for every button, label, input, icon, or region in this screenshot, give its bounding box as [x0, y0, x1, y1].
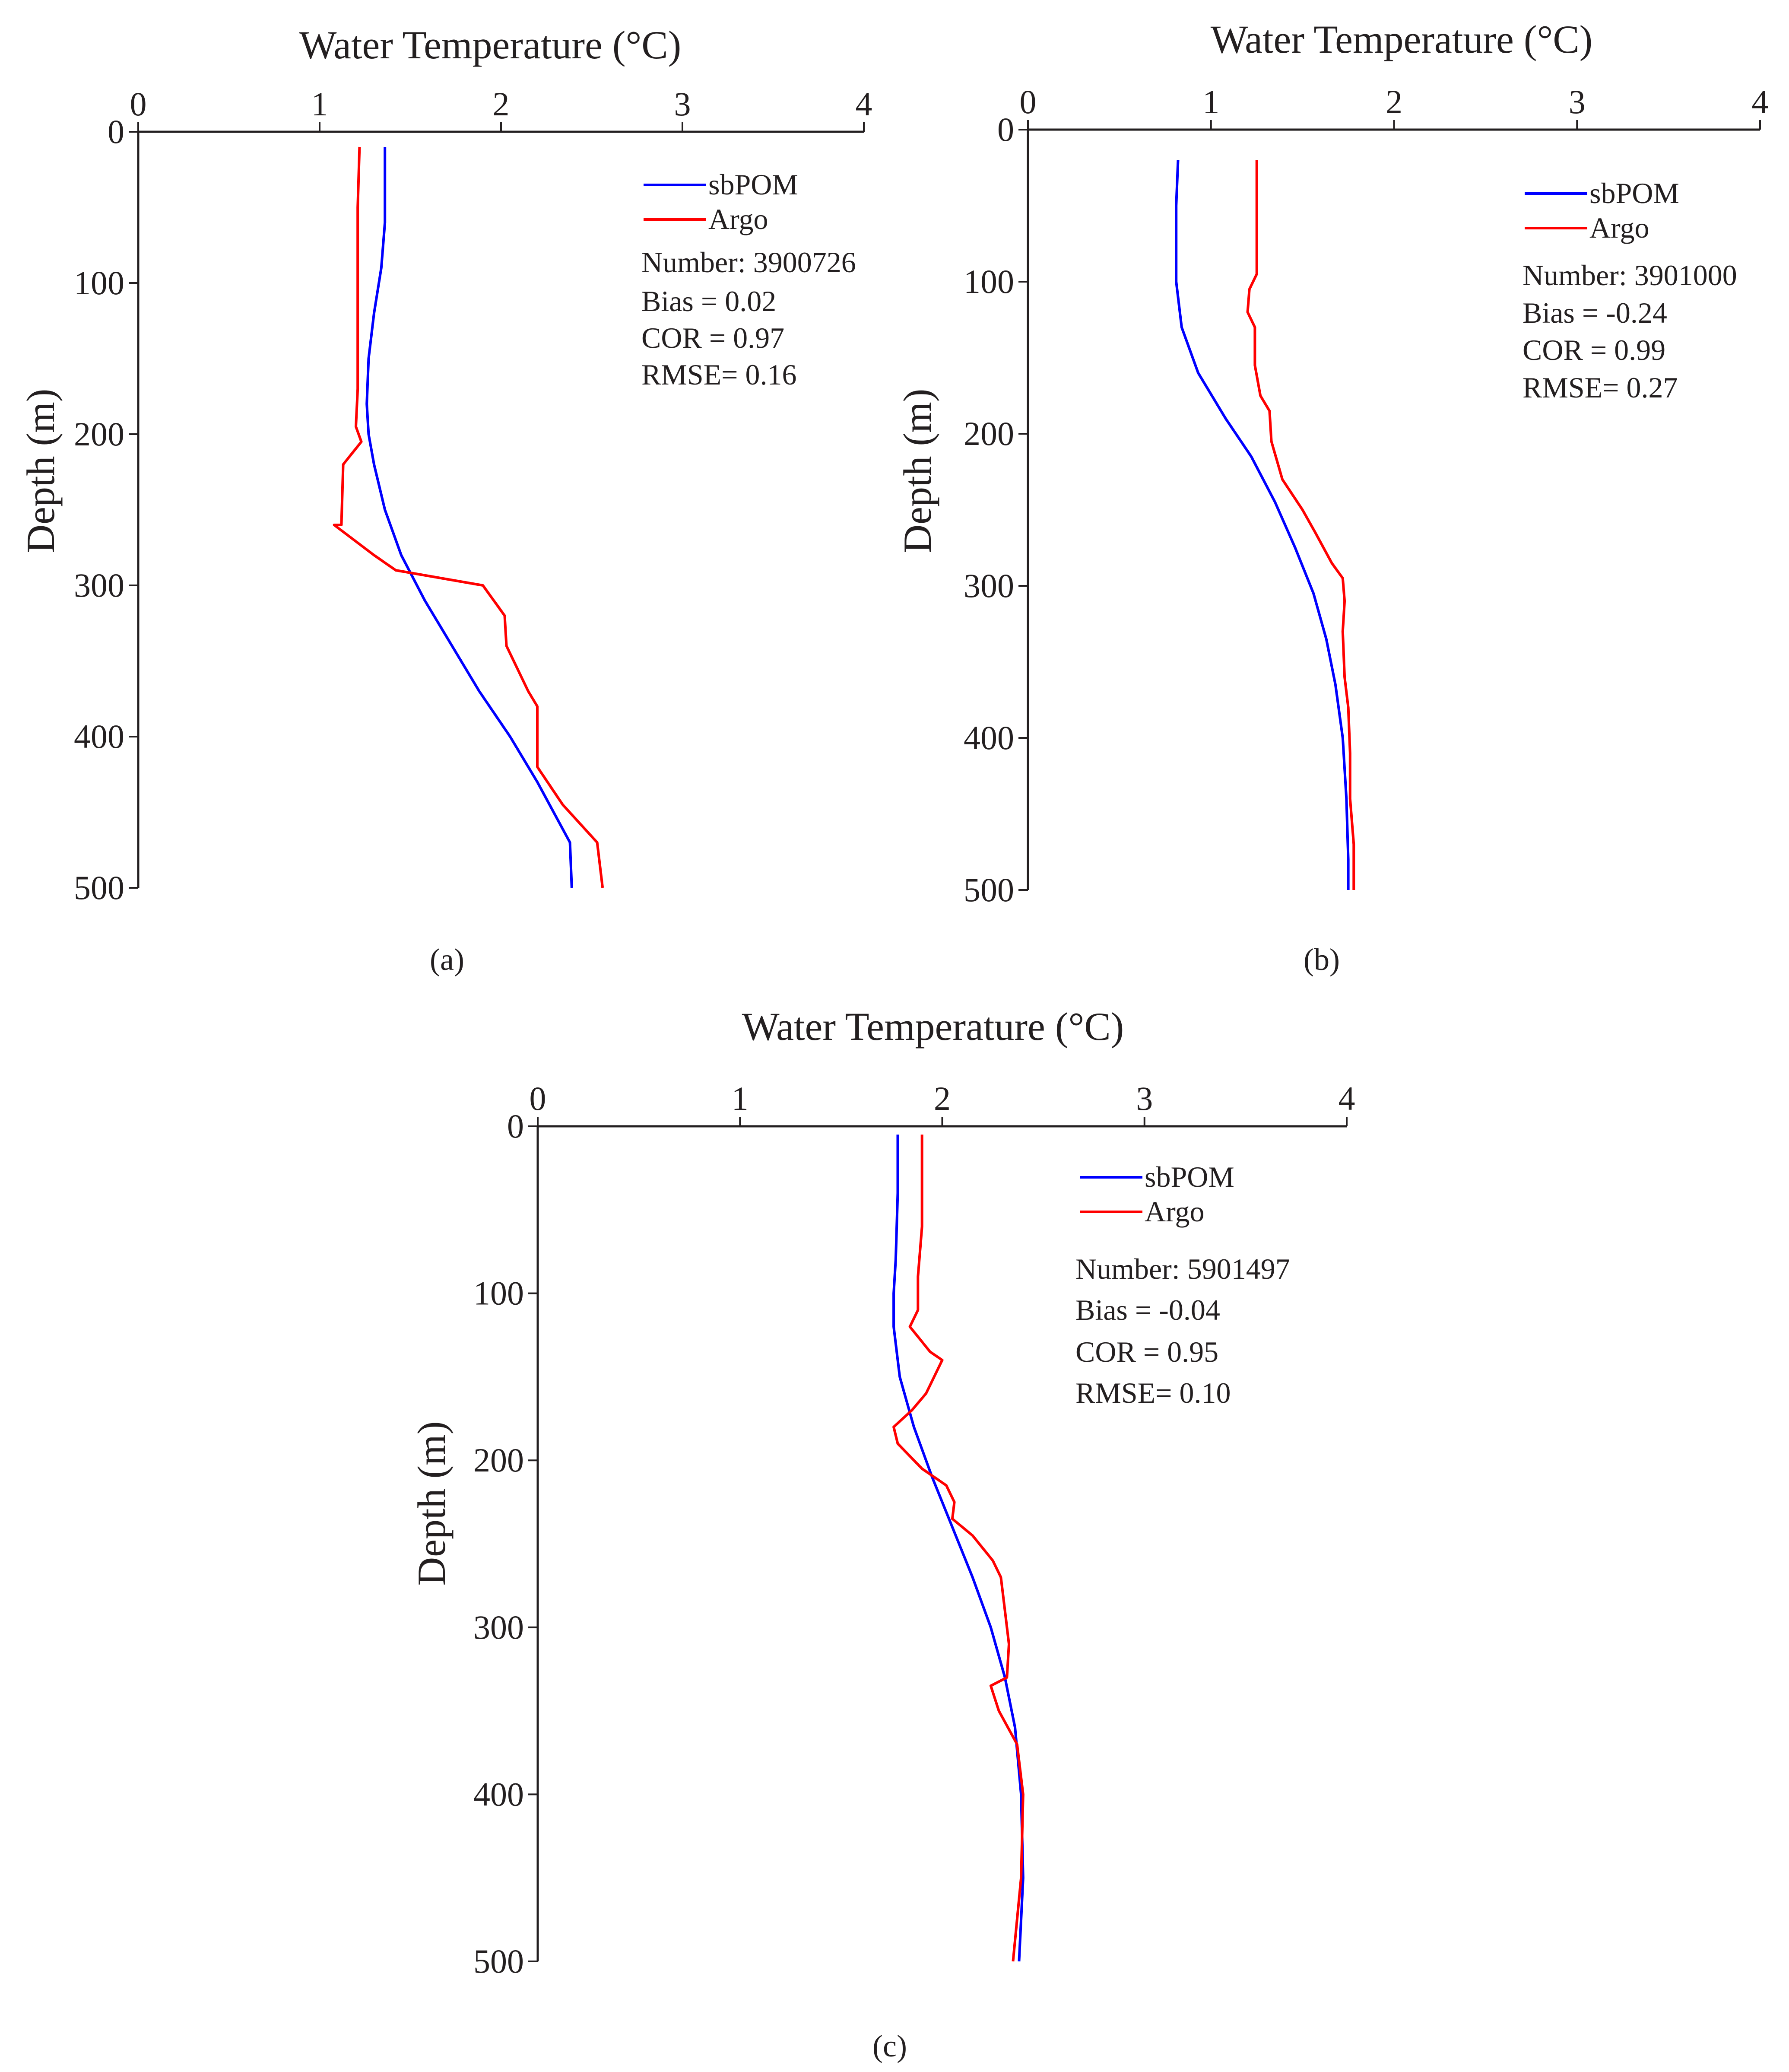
- legend-label-argo: Argo: [1145, 1195, 1205, 1228]
- x-axis-title: Water Temperature (°C): [742, 1004, 1124, 1049]
- y-axis-title: Depth (m): [895, 389, 939, 553]
- series-line-argo: [1246, 160, 1355, 890]
- legend-label-argo: Argo: [708, 203, 768, 235]
- y-tick-label: 400: [74, 718, 124, 755]
- x-tick-label: 0: [130, 85, 147, 123]
- x-tick-label: 1: [1202, 83, 1219, 121]
- stat-float-number: Number: 3901000: [1523, 259, 1737, 292]
- stat-bias: Bias = -0.04: [1075, 1293, 1220, 1326]
- x-axis-title: Water Temperature (°C): [299, 23, 682, 67]
- stat-float-number: Number: 3900726: [641, 246, 856, 279]
- series-line-argo: [892, 1135, 1025, 1962]
- legend-label-sbpom: sbPOM: [1589, 177, 1679, 210]
- x-tick-label: 3: [1136, 1080, 1153, 1117]
- y-tick-label: 100: [473, 1274, 524, 1312]
- stat-cor: COR = 0.99: [1523, 334, 1665, 366]
- y-tick-label: 0: [507, 1107, 524, 1145]
- x-tick-label: 3: [674, 85, 691, 123]
- stat-float-number: Number: 5901497: [1075, 1252, 1290, 1285]
- stat-cor: COR = 0.95: [1075, 1335, 1218, 1368]
- legend: sbPOM Argo: [644, 168, 798, 235]
- y-tick-label: 300: [964, 567, 1014, 604]
- y-axis-title: Depth (m): [19, 389, 63, 553]
- legend-label-argo: Argo: [1589, 211, 1649, 244]
- y-tick-label: 500: [964, 871, 1014, 909]
- legend: sbPOM Argo: [1525, 177, 1679, 244]
- y-tick-label: 200: [964, 415, 1014, 452]
- series-line-sbpom: [1175, 160, 1350, 890]
- panel-caption-c: (c): [872, 2029, 907, 2063]
- plot-area: [1175, 160, 1355, 890]
- plot-area: [333, 146, 604, 888]
- x-tick-label: 0: [1020, 83, 1037, 121]
- y-tick-label: 0: [997, 111, 1014, 148]
- y-tick-label: 300: [74, 566, 124, 604]
- x-tick-label: 0: [530, 1080, 546, 1117]
- stat-bias: Bias = -0.24: [1523, 296, 1667, 329]
- x-tick-label: 1: [732, 1080, 749, 1117]
- stats-box: Number: 5901497 Bias = -0.04 COR = 0.95 …: [1075, 1252, 1290, 1409]
- stats-box: Number: 3900726 Bias = 0.02 COR = 0.97 R…: [641, 246, 856, 391]
- series-line-sbpom: [365, 147, 573, 888]
- panel-b: Water Temperature (°C) Depth (m) 0 1 2 3 4 0 1…: [895, 17, 1769, 977]
- x-tick-label: 4: [1752, 83, 1769, 121]
- legend-label-sbpom: sbPOM: [708, 168, 798, 201]
- x-tick-label: 1: [311, 85, 328, 123]
- stats-box: Number: 3901000 Bias = -0.24 COR = 0.99 …: [1523, 259, 1737, 404]
- y-tick-label: 500: [74, 869, 124, 906]
- y-tick-label: 300: [473, 1608, 524, 1646]
- y-tick-label: 0: [108, 113, 124, 150]
- panel-a: Water Temperature (°C) Depth (m) 0 1 2 3 4 0 1…: [19, 23, 872, 977]
- axes: 0 1 2 3 4 0 100 200 300 400 500: [74, 85, 872, 906]
- x-tick-label: 2: [934, 1080, 951, 1117]
- stat-rmse: RMSE= 0.16: [641, 358, 797, 391]
- x-tick-label: 4: [1339, 1080, 1355, 1117]
- y-tick-label: 200: [74, 415, 124, 453]
- y-tick-label: 100: [964, 263, 1014, 300]
- y-tick-label: 200: [473, 1441, 524, 1479]
- legend-label-sbpom: sbPOM: [1145, 1160, 1234, 1193]
- stat-bias: Bias = 0.02: [641, 285, 776, 318]
- y-tick-label: 500: [473, 1942, 524, 1980]
- panel-caption-a: (a): [430, 942, 464, 977]
- series-line-argo: [333, 146, 604, 888]
- y-axis-title: Depth (m): [409, 1421, 454, 1586]
- x-tick-label: 2: [493, 85, 510, 123]
- plot-area: [892, 1135, 1025, 1962]
- stat-rmse: RMSE= 0.10: [1075, 1376, 1231, 1409]
- axes: 0 1 2 3 4 0 100 200 300 400 500: [473, 1080, 1355, 1980]
- axes: 0 1 2 3 4 0 100 200 300 400 500: [964, 83, 1769, 909]
- x-tick-label: 2: [1386, 83, 1402, 121]
- stat-cor: COR = 0.97: [641, 321, 784, 354]
- y-tick-label: 400: [473, 1775, 524, 1813]
- x-axis-title: Water Temperature (°C): [1211, 17, 1593, 61]
- panel-caption-b: (b): [1304, 942, 1340, 977]
- y-tick-label: 400: [964, 719, 1014, 756]
- panel-c: Water Temperature (°C) Depth (m) 0 1 2 3 4 0 1…: [409, 1004, 1355, 2063]
- y-tick-label: 100: [74, 264, 124, 302]
- x-tick-label: 4: [856, 85, 872, 123]
- legend: sbPOM Argo: [1080, 1160, 1234, 1228]
- stat-rmse: RMSE= 0.27: [1523, 371, 1678, 404]
- x-tick-label: 3: [1569, 83, 1586, 121]
